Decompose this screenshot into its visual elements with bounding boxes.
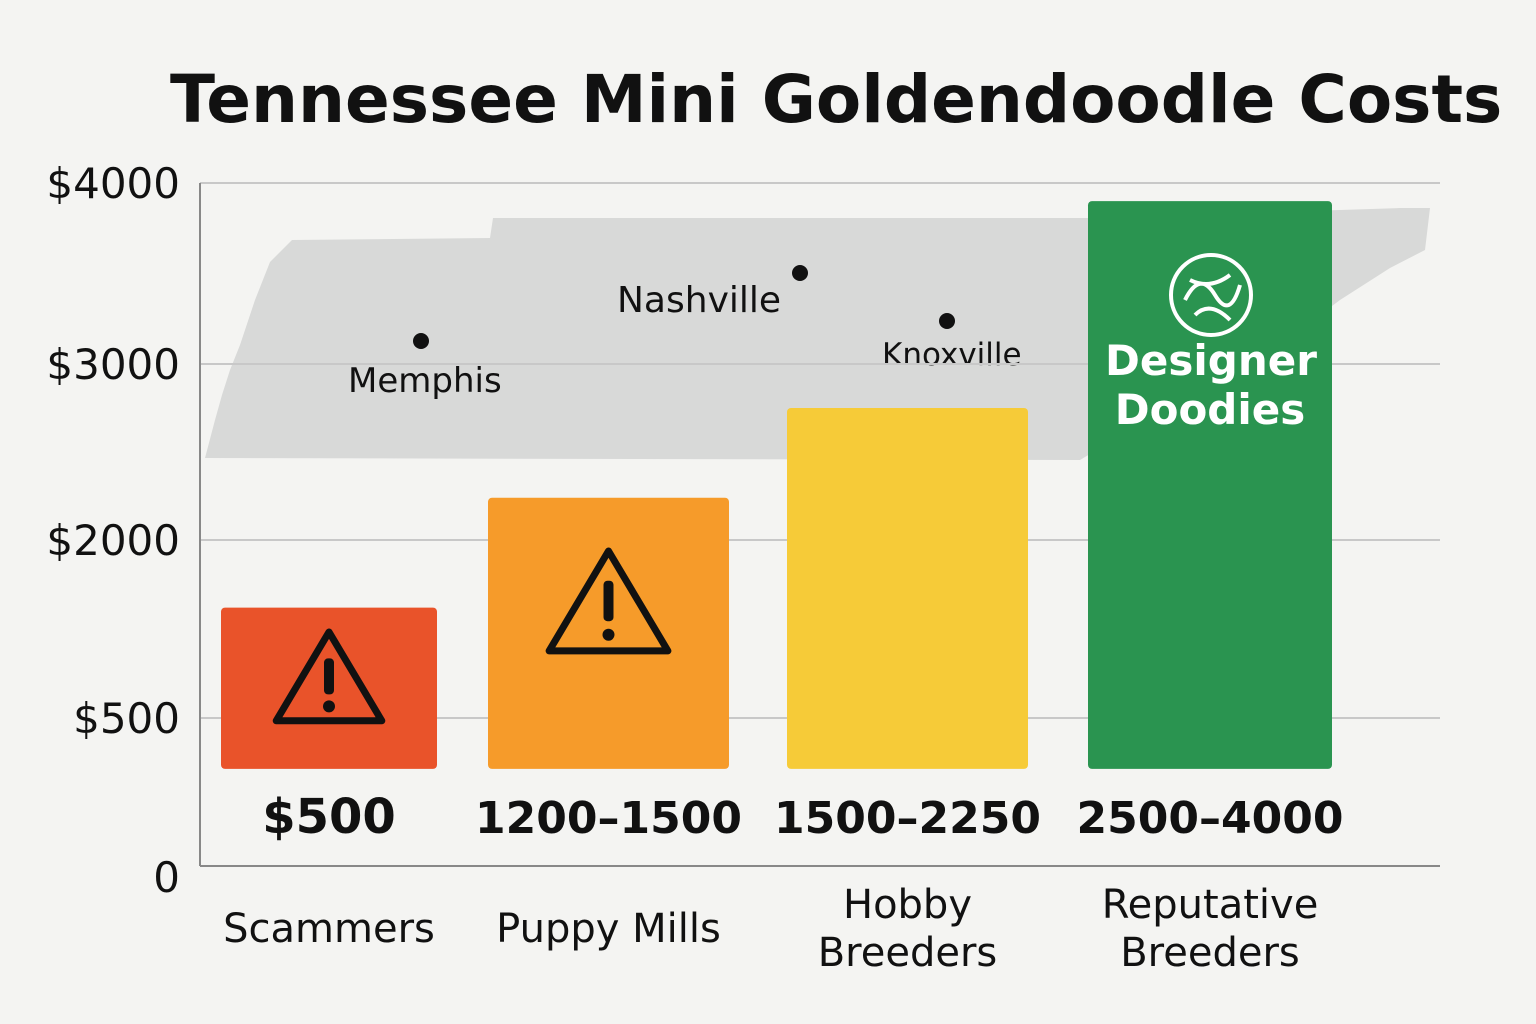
warning-icon (272, 628, 386, 725)
y-axis-ticks: $4000 $3000 $2000 $500 0 (46, 159, 180, 902)
category-label: Hobby (843, 882, 972, 928)
category-label: Breeders (1120, 930, 1300, 976)
category-label: Puppy Mills (496, 906, 721, 952)
category-label: Breeders (818, 930, 998, 976)
data-label: 1500–2250 (774, 793, 1041, 844)
city-label-knoxville: Knoxville (882, 337, 1022, 373)
memphis-dot (413, 333, 429, 349)
svg-text:Doodies: Doodies (1115, 385, 1306, 434)
city-label-memphis: Memphis (348, 361, 502, 401)
data-label: 1200–1500 (475, 793, 742, 844)
category-labels: Scammers Puppy MillsHobbyBreedersReputati… (223, 882, 1318, 976)
data-label: $500 (262, 789, 396, 845)
nashville-dot (792, 265, 808, 281)
warning-icon (545, 547, 672, 655)
y-tick-label: $3000 (46, 340, 180, 389)
y-tick-label: 0 (153, 853, 180, 902)
chart-title: Tennessee Mini Goldendoodle Costs (170, 61, 1502, 138)
svg-text:Designer: Designer (1105, 336, 1317, 385)
category-label: Scammers (223, 906, 435, 952)
y-tick-label: $4000 (46, 159, 180, 208)
knoxville-dot (939, 313, 955, 329)
category-label: Reputative (1102, 882, 1319, 928)
y-tick-label: $2000 (46, 516, 180, 565)
bar-hobby-breeders (787, 408, 1028, 769)
city-label-nashville: Nashville (617, 280, 781, 321)
y-tick-label: $500 (73, 694, 180, 743)
data-label: 2500–4000 (1077, 793, 1344, 844)
bar-reputative-breeders (1088, 201, 1332, 769)
data-labels: $500 1200–1500 1500–2250 2500–4000 (262, 789, 1343, 845)
